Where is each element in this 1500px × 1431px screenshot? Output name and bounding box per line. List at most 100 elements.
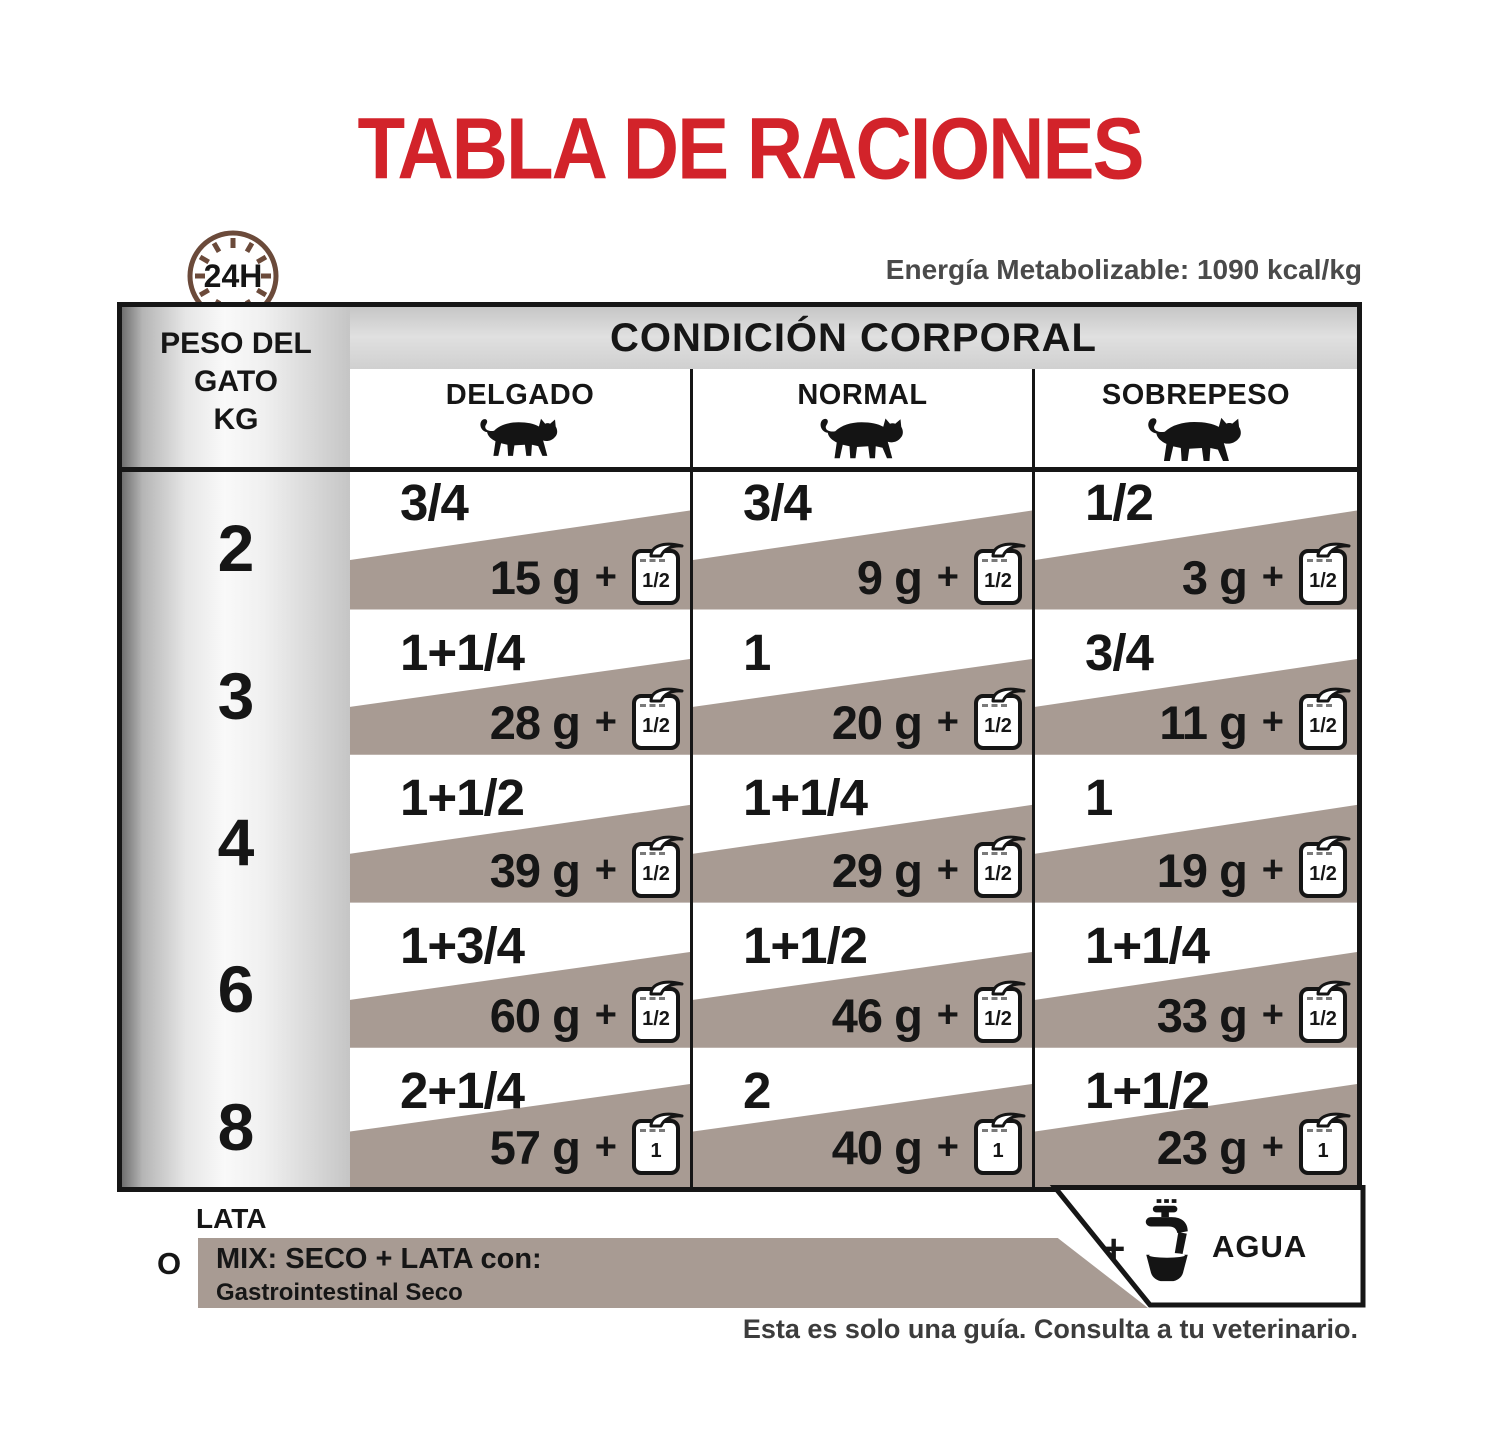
- plus-sign: +: [1261, 555, 1284, 598]
- can-icon: 1/2: [1299, 687, 1351, 750]
- ration-cell: 1+1/4 33 g + 1/2: [1032, 910, 1357, 1055]
- plus-sign: +: [1261, 1125, 1284, 1168]
- can-count: 1: [992, 1139, 1004, 1162]
- can-dashed-line: [640, 559, 665, 562]
- can-count: 1/2: [984, 1007, 1012, 1030]
- can-dashed-line: [982, 704, 1007, 707]
- plus-sign: +: [1261, 700, 1284, 743]
- can-count: 1/2: [1309, 862, 1337, 885]
- can-dashed-line: [640, 704, 665, 707]
- plus-sign: +: [1261, 848, 1284, 891]
- can-icon: 1/2: [974, 542, 1026, 605]
- can-dashed-line: [640, 852, 665, 855]
- cans-amount: 1+1/4: [743, 769, 868, 826]
- mix-amount: 15 g + 1/2: [490, 542, 684, 605]
- can-icon: 1/2: [974, 687, 1026, 750]
- can-count: 1/2: [984, 714, 1012, 737]
- plus-sign: +: [594, 700, 617, 743]
- clock-label: 24H: [204, 258, 263, 294]
- ration-cell: 2 40 g + 1: [690, 1055, 1032, 1187]
- can-lid-flap: [991, 980, 1026, 996]
- grams-amount: 19 g: [1156, 843, 1248, 897]
- column-label: DELGADO: [445, 379, 595, 411]
- ration-cell: 1+1/2 46 g + 1/2: [690, 910, 1032, 1055]
- lata-legend-label: LATA: [196, 1203, 267, 1234]
- grams-amount: 20 g: [831, 695, 923, 749]
- water-label: AGUA: [1212, 1229, 1308, 1264]
- cat-icon-sobrepeso: [1148, 417, 1241, 461]
- mix-amount: 23 g + 1: [1156, 1112, 1351, 1175]
- mix-amount: 40 g + 1: [832, 1112, 1026, 1175]
- can-lid-flap: [1316, 542, 1351, 558]
- grams-amount: 23 g: [1156, 1120, 1248, 1174]
- cans-amount: 2: [743, 1062, 771, 1119]
- can-lid-flap: [649, 1112, 684, 1128]
- column-header-sobrepeso: SOBREPESO: [1032, 369, 1357, 467]
- plus-sign: +: [1102, 1227, 1126, 1271]
- water-panel: + AGUA: [1036, 1185, 1366, 1310]
- plus-sign: +: [594, 848, 617, 891]
- ration-cell: 1/2 3 g + 1/2: [1032, 467, 1357, 617]
- grams-amount: 11 g: [1159, 695, 1247, 749]
- plus-sign: +: [594, 555, 617, 598]
- can-lid-flap: [649, 542, 684, 558]
- can-dashed-line: [982, 559, 1007, 562]
- mix-amount: 11 g + 1/2: [1159, 687, 1351, 750]
- can-icon: 1/2: [632, 542, 684, 605]
- can-dashed-line: [982, 997, 1007, 1000]
- weight-value: 2: [217, 511, 255, 585]
- plus-sign: +: [936, 555, 959, 598]
- weight-column-background: [122, 307, 350, 1187]
- mix-amount: 57 g + 1: [490, 1112, 684, 1175]
- cans-amount: 1+3/4: [400, 917, 525, 974]
- can-count: 1/2: [642, 569, 670, 592]
- can-dashed-line: [1307, 559, 1332, 562]
- grams-amount: 46 g: [831, 988, 923, 1042]
- page-title: TABLA DE RACIONES: [357, 99, 1145, 198]
- mix-amount: 9 g + 1/2: [856, 542, 1026, 605]
- mix-legend-title: MIX: SECO + LATA con:: [216, 1243, 542, 1275]
- can-lid-flap: [649, 687, 684, 703]
- can-dashed-line: [1307, 852, 1332, 855]
- header-divider-line: [122, 467, 1357, 472]
- grams-amount: 39 g: [489, 843, 581, 897]
- cat-icon-normal: [820, 418, 903, 459]
- weight-header-line1: PESO DEL: [160, 327, 312, 360]
- footer-note: Esta es solo una guía. Consulta a tu vet…: [742, 1314, 1358, 1344]
- can-lid-flap: [1316, 687, 1351, 703]
- water-faucet-icon: [1145, 1199, 1188, 1282]
- ration-cell: 3/4 9 g + 1/2: [690, 467, 1032, 617]
- grams-amount: 3 g: [1181, 550, 1248, 604]
- mix-amount: 19 g + 1/2: [1156, 835, 1351, 898]
- grams-amount: 9 g: [856, 550, 923, 604]
- can-lid-flap: [991, 835, 1026, 851]
- weight-value: 4: [217, 805, 255, 879]
- mix-amount: 60 g + 1/2: [489, 980, 684, 1043]
- cans-amount: 1+1/4: [400, 624, 525, 681]
- plus-sign: +: [936, 993, 959, 1036]
- can-dashed-line: [982, 852, 1007, 855]
- plus-sign: +: [594, 1125, 617, 1168]
- can-lid-flap: [1316, 835, 1351, 851]
- mix-amount: 46 g + 1/2: [831, 980, 1026, 1043]
- or-label: O: [157, 1246, 182, 1281]
- can-icon: 1/2: [632, 980, 684, 1043]
- cans-amount: 1: [743, 624, 771, 681]
- can-dashed-line: [1307, 1129, 1332, 1132]
- mix-amount: 28 g + 1/2: [490, 687, 684, 750]
- mix-amount: 29 g + 1/2: [832, 835, 1026, 898]
- can-count: 1/2: [642, 714, 670, 737]
- grams-amount: 60 g: [489, 988, 581, 1042]
- can-lid-flap: [991, 687, 1026, 703]
- mix-legend-subtitle: Gastrointestinal Seco: [216, 1279, 463, 1306]
- can-icon: 1/2: [974, 980, 1026, 1043]
- can-icon: 1: [974, 1112, 1026, 1175]
- can-icon: 1: [1299, 1112, 1351, 1175]
- grams-amount: 33 g: [1156, 988, 1248, 1042]
- cans-amount: 1+1/2: [1085, 1062, 1210, 1119]
- can-count: 1/2: [642, 862, 670, 885]
- weight-value: 8: [217, 1090, 255, 1164]
- cans-amount: 1+1/2: [400, 769, 525, 826]
- can-lid-flap: [1316, 980, 1351, 996]
